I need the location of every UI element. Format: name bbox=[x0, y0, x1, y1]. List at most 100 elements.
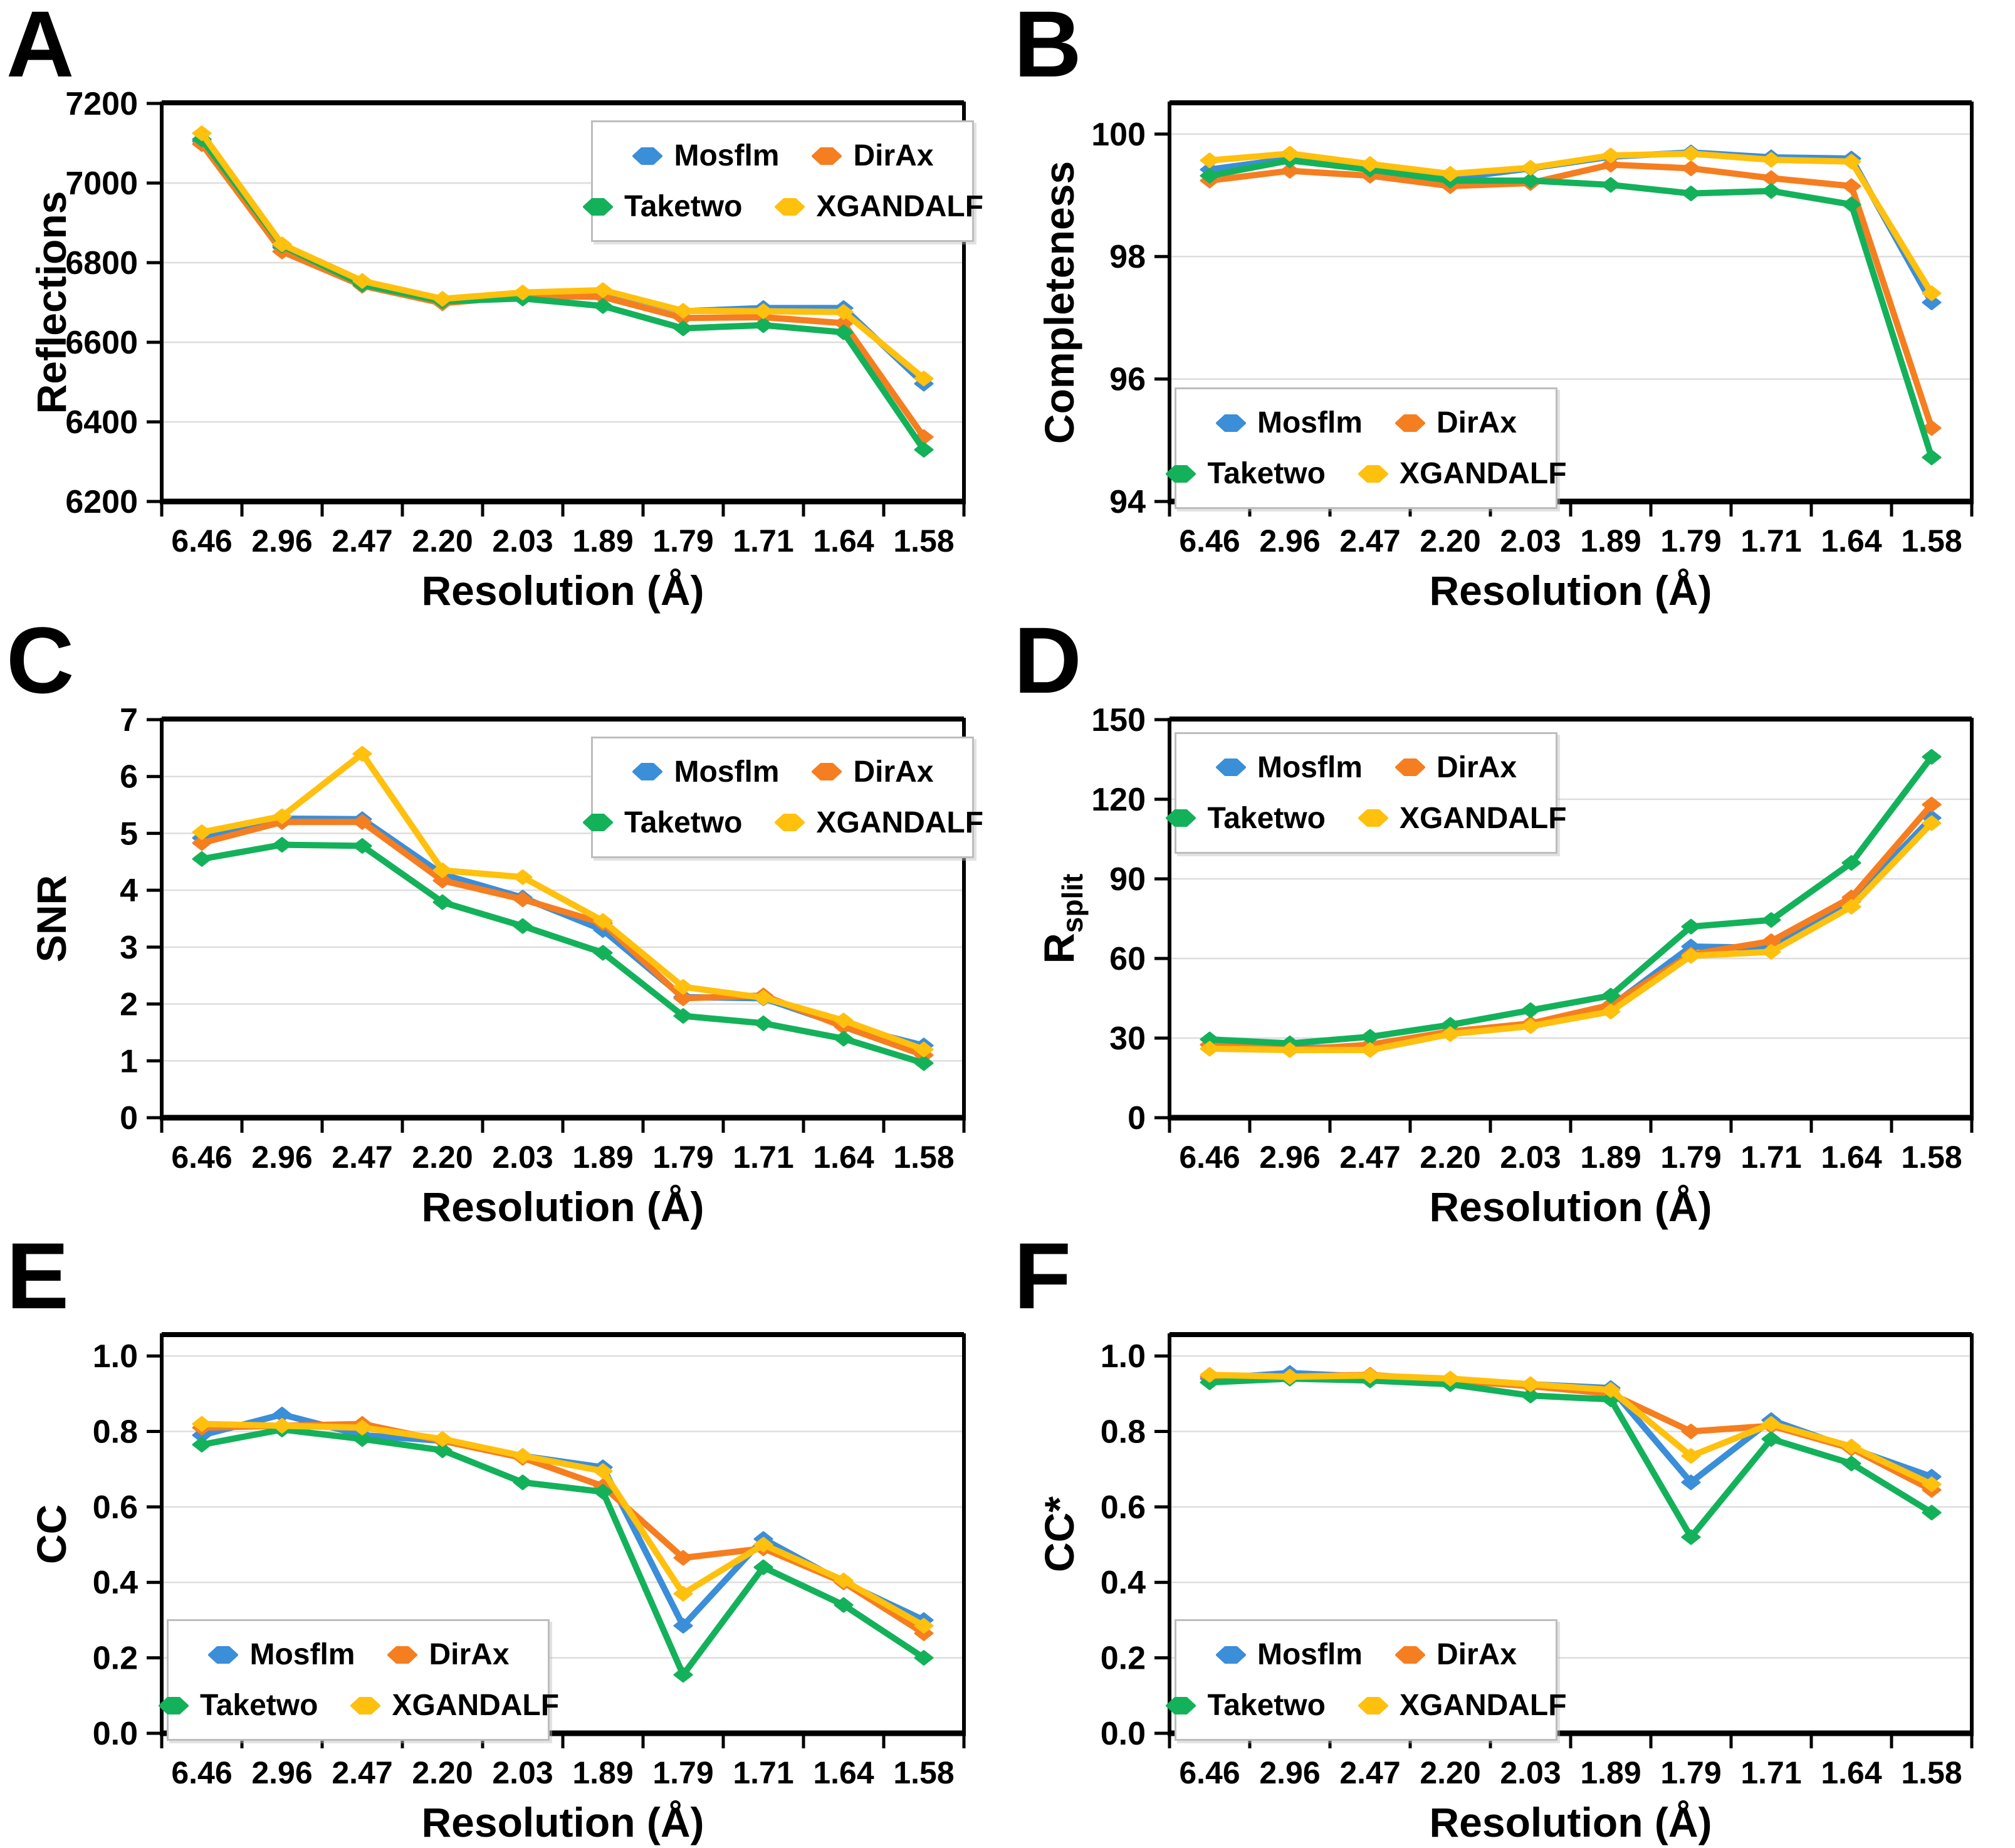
panel-c: C 0 1 2 3 4 5 6 7 6.46 2.96 2.47 2.20 2.03 1.89 1.79 1.… bbox=[0, 611, 1007, 1232]
marker-taketwo bbox=[753, 317, 773, 333]
legend-label: Taketwo bbox=[199, 1689, 318, 1723]
x-tick-label: 1.64 bbox=[1821, 523, 1882, 559]
x-tick-label: 2.47 bbox=[1339, 1755, 1400, 1790]
legend-entry-dirax: DirAx bbox=[386, 1637, 510, 1672]
legend-panel-a: Mosflm DirAx Taketwo XGANDALF bbox=[582, 120, 983, 242]
marker-xgandalf bbox=[914, 1618, 934, 1634]
legend-entry-taketwo: Taketwo bbox=[1165, 801, 1326, 836]
legend-entry-xgandalf: XGANDALF bbox=[1357, 456, 1567, 491]
y-tick-label: 30 bbox=[1109, 1021, 1146, 1057]
legend-marker-icon bbox=[775, 814, 805, 832]
y-tick-label: 6800 bbox=[65, 245, 138, 281]
marker-xgandalf bbox=[834, 304, 854, 320]
marker-taketwo bbox=[513, 918, 533, 934]
marker-xgandalf bbox=[192, 125, 212, 142]
marker-xgandalf bbox=[1280, 1042, 1299, 1058]
y-tick-label: 0.4 bbox=[93, 1565, 138, 1602]
marker-taketwo bbox=[1520, 1388, 1540, 1404]
x-tick-label: 1.79 bbox=[652, 1140, 713, 1175]
x-tick-label: 6.46 bbox=[1179, 1140, 1240, 1175]
marker-xgandalf bbox=[673, 979, 693, 995]
legend-label: Taketwo bbox=[1207, 801, 1326, 835]
y-tick-label: 94 bbox=[1109, 484, 1146, 520]
x-tick-label: 1.64 bbox=[813, 523, 874, 559]
y-axis-title: CC bbox=[28, 1504, 75, 1564]
marker-dirax bbox=[1280, 162, 1299, 179]
x-tick-label: 2.03 bbox=[1500, 523, 1561, 559]
marker-taketwo bbox=[673, 1667, 693, 1683]
legend-marker-icon bbox=[1358, 809, 1388, 827]
y-tick-label: 0 bbox=[1128, 1100, 1146, 1137]
marker-xgandalf bbox=[1200, 152, 1219, 169]
ccstar-chart: 0.0 0.2 0.4 0.6 0.8 1.0 6.46 2.96 2.47 2.20 2.03 1.… bbox=[1036, 1332, 1974, 1845]
marker-xgandalf bbox=[1681, 1448, 1700, 1464]
legend-marker-icon bbox=[1395, 414, 1425, 432]
x-tick-label: 1.79 bbox=[1660, 1140, 1721, 1175]
legend-label: XGANDALF bbox=[392, 1689, 560, 1723]
y-tick-label: 120 bbox=[1091, 782, 1146, 818]
x-tick-label: 2.03 bbox=[1500, 1140, 1561, 1175]
x-tick-label: 2.96 bbox=[251, 1755, 312, 1790]
x-axis-title: Resolution (Å) bbox=[422, 1799, 704, 1845]
marker-taketwo bbox=[352, 1431, 372, 1447]
marker-xgandalf bbox=[1520, 1377, 1540, 1393]
marker-dirax bbox=[673, 1550, 693, 1566]
series-line-dirax bbox=[1206, 1372, 1935, 1494]
marker-xgandalf bbox=[914, 370, 934, 387]
series-line-xgandalf bbox=[199, 1420, 927, 1629]
marker-xgandalf bbox=[673, 1586, 693, 1602]
panel-f-label: F bbox=[1013, 1223, 1072, 1329]
marker-taketwo bbox=[1841, 1456, 1861, 1472]
y-tick-label: 7000 bbox=[65, 165, 138, 202]
marker-xgandalf bbox=[432, 1431, 453, 1447]
legend-entry-xgandalf: XGANDALF bbox=[1357, 1688, 1567, 1723]
marker-xgandalf bbox=[914, 1041, 934, 1058]
legend-marker-icon bbox=[350, 1696, 381, 1714]
completeness-chart: 94 96 98 100 6.46 2.96 2.47 2.20 2.03 1.89 1.79 1.7… bbox=[1036, 100, 1974, 614]
legend-label: DirAx bbox=[1436, 406, 1517, 439]
legend-entry-dirax: DirAx bbox=[810, 755, 934, 789]
series-line-xgandalf bbox=[1206, 1372, 1935, 1488]
legend-label: DirAx bbox=[1436, 1638, 1517, 1672]
legend-marker-icon bbox=[1395, 759, 1425, 777]
legend-label: XGANDALF bbox=[1399, 457, 1567, 490]
marker-xgandalf bbox=[272, 1418, 292, 1434]
y-axis-title: Completeness bbox=[1036, 161, 1082, 444]
legend-row: Mosflm DirAx bbox=[1183, 1637, 1549, 1672]
x-tick-label: 1.89 bbox=[572, 1140, 633, 1175]
y-tick-label: 1.0 bbox=[93, 1338, 138, 1375]
legend-marker-icon bbox=[632, 763, 663, 781]
marker-taketwo bbox=[1681, 918, 1700, 935]
marker-xgandalf bbox=[513, 1448, 533, 1464]
x-tick-label: 1.79 bbox=[1660, 523, 1721, 559]
marker-xgandalf bbox=[1200, 1367, 1219, 1383]
y-tick-label: 7200 bbox=[65, 86, 138, 122]
legend-marker-icon bbox=[812, 147, 842, 165]
marker-xgandalf bbox=[1520, 1018, 1540, 1034]
legend-label: XGANDALF bbox=[1399, 1689, 1567, 1723]
legend-panel-b: Mosflm DirAx Taketwo XGANDALF bbox=[1166, 387, 1567, 509]
legend-entry-taketwo: Taketwo bbox=[157, 1688, 318, 1723]
legend-entry-mosflm: Mosflm bbox=[1215, 750, 1363, 785]
y-tick-label: 0.0 bbox=[93, 1716, 138, 1752]
panel-a-label: A bbox=[6, 0, 74, 97]
marker-xgandalf bbox=[192, 1416, 212, 1432]
marker-taketwo bbox=[1200, 167, 1219, 184]
y-tick-label: 98 bbox=[1109, 239, 1146, 275]
marker-taketwo bbox=[432, 894, 453, 910]
marker-taketwo bbox=[593, 1484, 613, 1500]
y-tick-label: 2 bbox=[120, 986, 138, 1022]
series-line-xgandalf bbox=[1206, 819, 1935, 1053]
marker-dirax bbox=[1681, 1424, 1700, 1440]
panel-b-label: B bbox=[1013, 0, 1082, 97]
legend-label: XGANDALF bbox=[1399, 801, 1567, 835]
marker-taketwo bbox=[834, 1031, 854, 1047]
series-line-xgandalf bbox=[1206, 150, 1935, 297]
marker-taketwo bbox=[914, 441, 934, 458]
x-tick-label: 2.03 bbox=[492, 1755, 553, 1790]
marker-mosflm bbox=[673, 1618, 693, 1634]
legend-label: Taketwo bbox=[1207, 1689, 1326, 1723]
panel-d: D 0 30 60 90 120 150 6.46 2.96 2.47 2.20 2.03 1.89 1… bbox=[1008, 611, 2015, 1232]
x-tick-label: 1.89 bbox=[1580, 1140, 1641, 1175]
